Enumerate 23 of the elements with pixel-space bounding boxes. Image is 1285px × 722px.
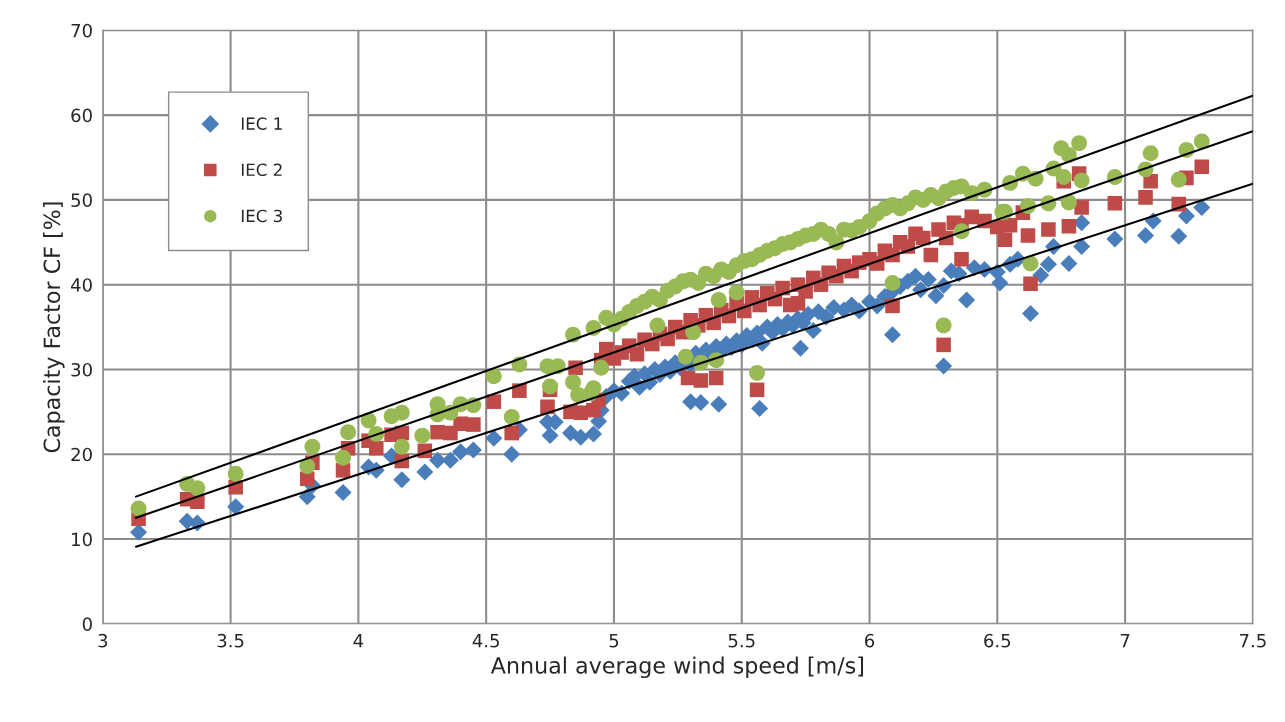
x-tick-label: 6.5 (984, 633, 1011, 648)
y-tick-label: 60 (71, 108, 92, 123)
legend-label: IEC 3 (241, 209, 282, 223)
y-tick-label: 50 (71, 193, 92, 208)
x-tick-label: 4 (353, 634, 364, 648)
x-tick-label: 3 (98, 633, 108, 648)
y-axis-title: Capacity Factor CF [%] (43, 202, 65, 453)
legend-label: IEC 2 (241, 163, 282, 177)
x-tick-label: 3.5 (217, 633, 244, 648)
y-tick-label: 30 (71, 362, 92, 377)
y-tick-label: 10 (72, 532, 92, 547)
x-axis-title: Annual average wind speed [m/s] (490, 656, 864, 679)
x-tick-label: 7.5 (1240, 634, 1266, 648)
y-tick-label: 0 (82, 617, 92, 631)
y-tick-label: 40 (70, 278, 92, 292)
y-tick-label: 20 (71, 447, 92, 462)
x-tick-label: 5.5 (728, 634, 755, 648)
legend-label: IEC 1 (241, 117, 282, 130)
x-tick-label: 7 (1120, 634, 1130, 648)
x-tick-label: 6 (865, 633, 875, 648)
x-tick-label: 4.5 (472, 634, 499, 648)
y-tick-label: 70 (71, 23, 92, 38)
x-tick-label: 5 (609, 634, 619, 648)
